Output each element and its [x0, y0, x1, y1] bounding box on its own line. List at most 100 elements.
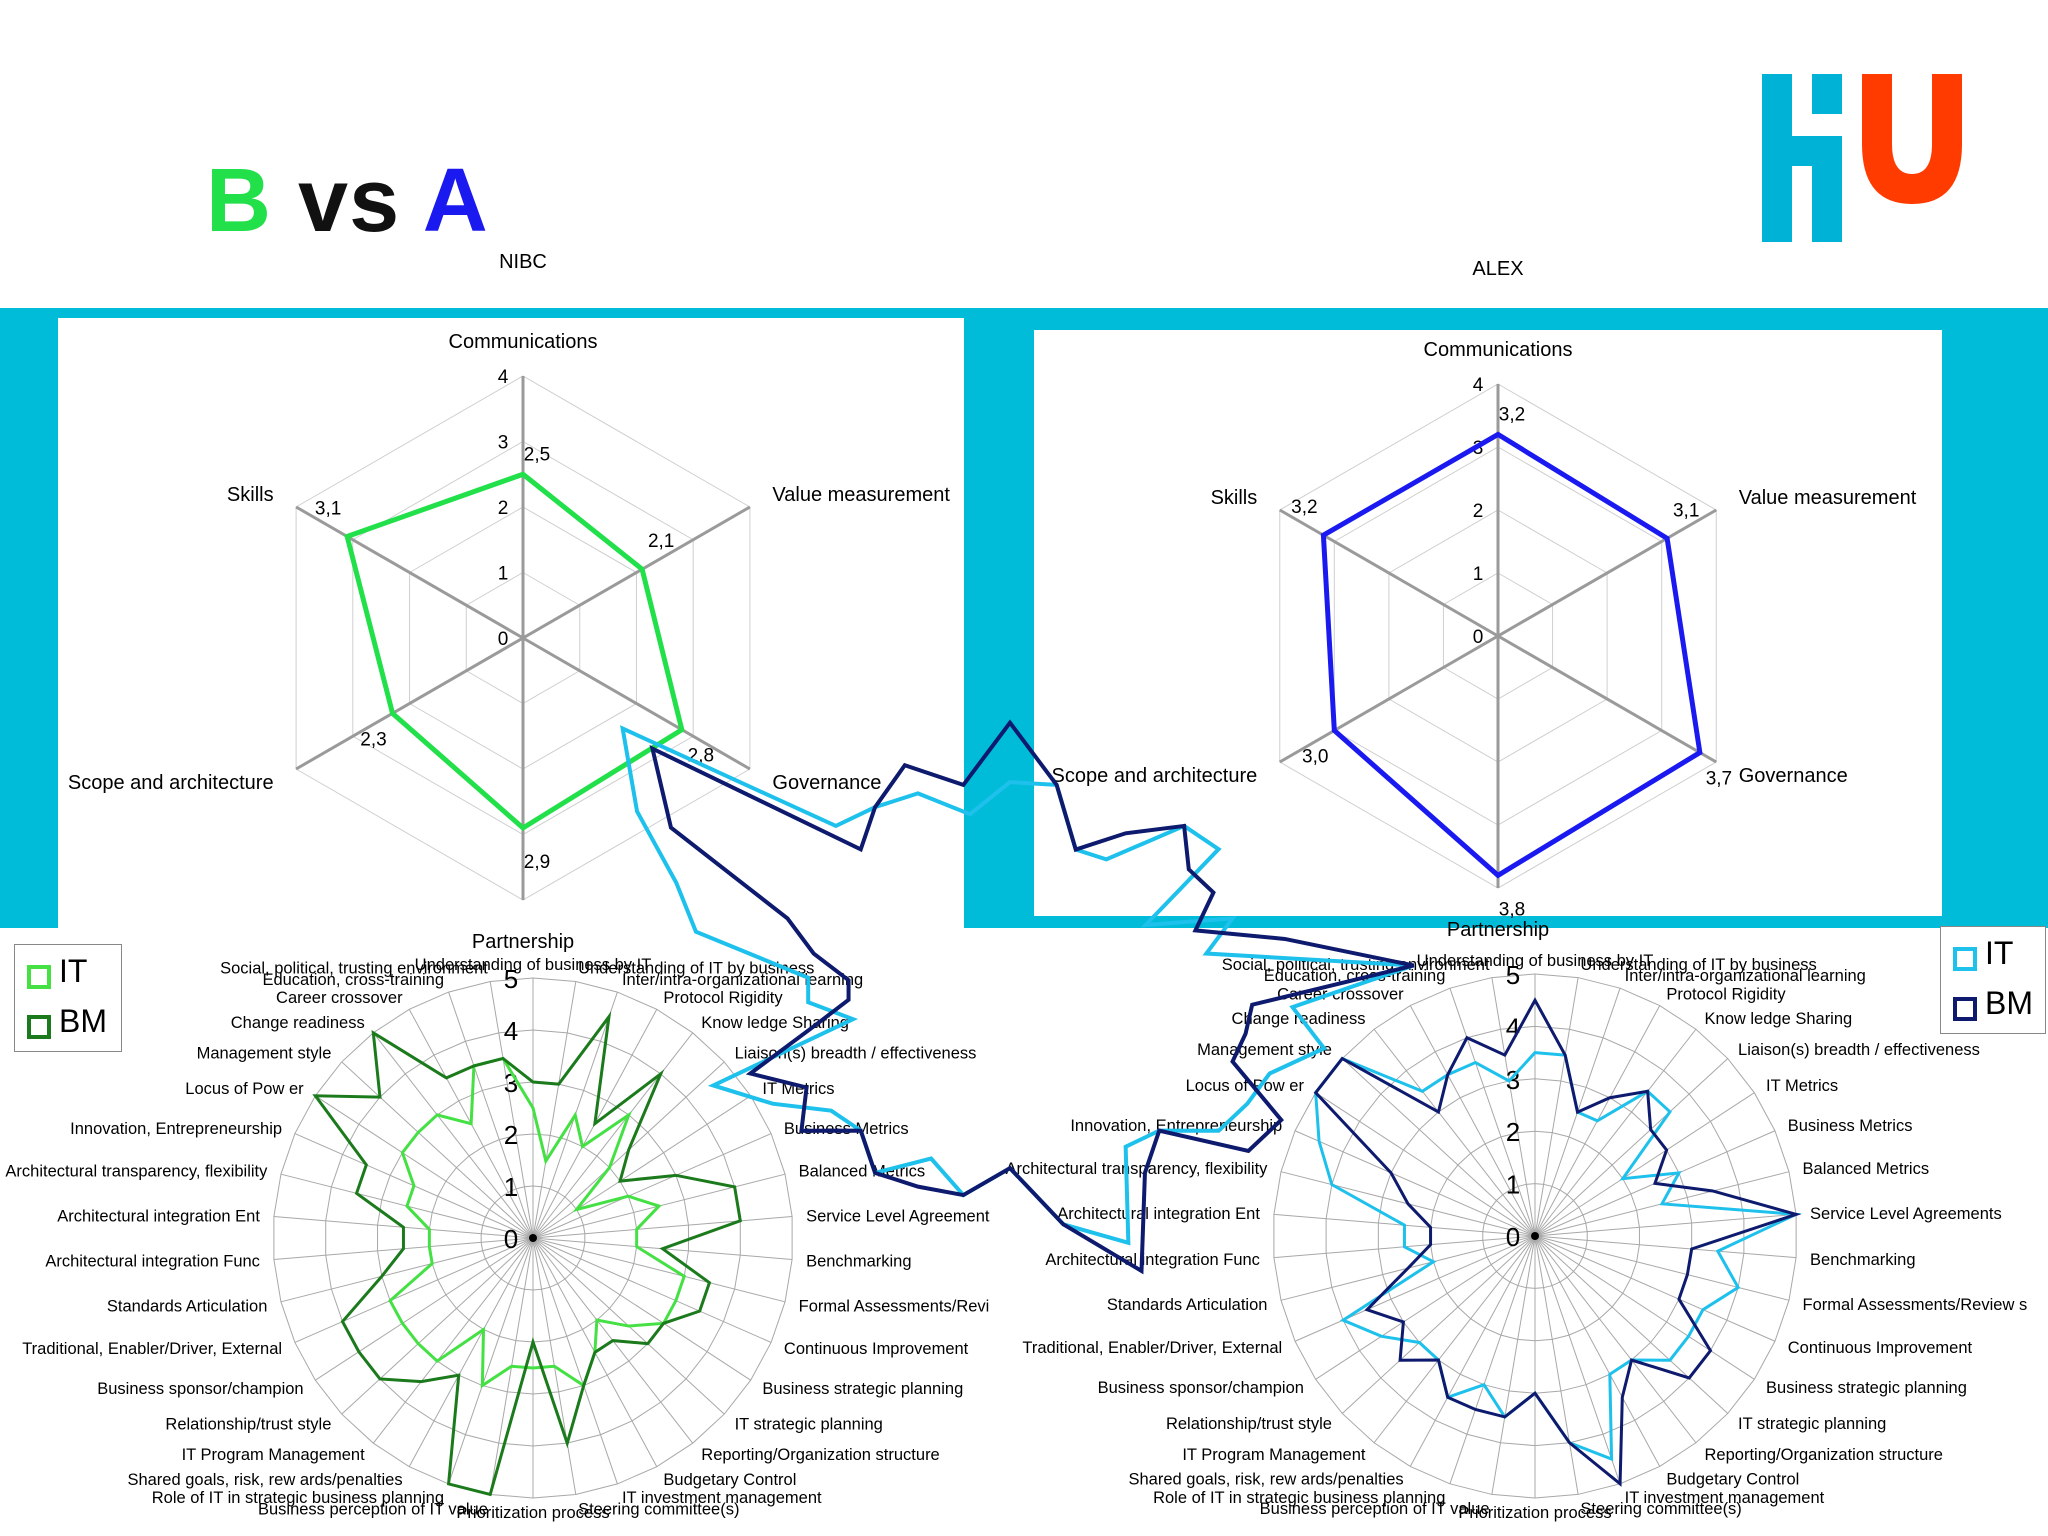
axis-label: Governance — [772, 772, 881, 794]
axis-label: Prioritization process — [456, 1504, 609, 1522]
right-legend: IT BM — [1940, 926, 2046, 1034]
axis-label: Business perception of IT value — [1260, 1500, 1490, 1518]
axis-label: Management style — [197, 1044, 332, 1062]
axis-label: Governance — [1739, 765, 1848, 787]
legend-label-it: IT — [59, 953, 88, 989]
axis-spoke — [315, 1095, 534, 1239]
axis-label: Architectural integration Ent — [57, 1207, 260, 1225]
axis-spoke — [1534, 1058, 1729, 1237]
chart-title: NIBC — [499, 251, 547, 273]
tick-label: 4 — [504, 1016, 518, 1046]
axis-label: Business sponsor/champion — [1098, 1379, 1304, 1397]
data-label: 2,9 — [524, 852, 550, 873]
axis-spoke — [1373, 1235, 1536, 1444]
axis-label: Balanced Metrics — [1803, 1160, 1930, 1178]
tick-label: 1 — [1506, 1170, 1520, 1200]
axis-spoke — [532, 1237, 618, 1485]
axis-label: Management style — [1197, 1041, 1332, 1059]
axis-label: Innovation, Entrepreneurship — [70, 1120, 282, 1138]
axis-spoke — [1341, 1058, 1536, 1237]
tick-label: 0 — [498, 629, 509, 650]
legend-swatch-bm — [27, 1015, 51, 1039]
axis-label: Education, cross-training — [262, 971, 444, 989]
data-label: 3,1 — [1673, 500, 1699, 521]
axis-spoke — [1534, 1235, 1579, 1495]
axis-label: IT strategic planning — [735, 1416, 883, 1434]
axis-label: Business Metrics — [1788, 1117, 1913, 1135]
axis-label: Reporting/Organization structure — [701, 1446, 939, 1464]
axis-spoke — [1497, 508, 1717, 638]
axis-spoke — [1534, 1235, 1729, 1414]
axis-spoke — [1534, 1235, 1755, 1380]
tick-label: 4 — [498, 367, 509, 388]
axis-label: Liaison(s) breadth / effectiveness — [735, 1044, 977, 1062]
axis-spoke — [294, 1237, 534, 1343]
legend-label-bm: BM — [1985, 985, 2033, 1021]
axis-label: Formal Assessments/Review s — [1803, 1296, 2028, 1314]
axis-label: Reporting/Organization structure — [1705, 1446, 1943, 1464]
axis-spoke — [1534, 1235, 1697, 1444]
axis-label: Liaison(s) breadth / effectiveness — [1738, 1041, 1980, 1059]
axis-label: Partnership — [1447, 919, 1549, 941]
tick-label: 1 — [1473, 564, 1484, 585]
data-label: 3,2 — [1291, 497, 1317, 518]
axis-label: Service Level Agreement — [806, 1207, 990, 1225]
axis-label: IT investment management — [1625, 1489, 1825, 1507]
axis-spoke — [1294, 1130, 1536, 1237]
tick-label: 1 — [504, 1172, 518, 1202]
series-bm-line — [1313, 997, 1802, 1487]
axis-spoke — [532, 1133, 772, 1239]
axis-label: Communications — [449, 331, 598, 353]
hu-logo-icon — [1762, 74, 1962, 242]
axis-label: Locus of Pow er — [1186, 1077, 1305, 1095]
axis-spoke — [1534, 1235, 1776, 1342]
tick-label: 5 — [504, 964, 518, 994]
axis-label: Change readiness — [1232, 1010, 1366, 1028]
axis-label: Communications — [1424, 339, 1573, 361]
legend-swatch-bm — [1953, 997, 1977, 1021]
axis-label: Locus of Pow er — [185, 1080, 304, 1098]
axis-label: Inter/intra-organizational learning — [1625, 967, 1866, 985]
tick-label: 0 — [504, 1224, 518, 1254]
axis-spoke — [295, 505, 524, 640]
data-label: 3,8 — [1499, 899, 1525, 920]
axis-label: Understanding of business by IT — [1417, 952, 1654, 970]
axis-spoke — [1534, 977, 1579, 1237]
center-dot — [1531, 1232, 1539, 1240]
axis-label: Skills — [1211, 487, 1258, 509]
axis-label: Relationship/trust style — [165, 1416, 331, 1434]
tick-label: 2 — [498, 498, 509, 519]
axis-label: Understanding of business by IT — [415, 956, 652, 974]
axis-label: Understanding of IT by business — [578, 960, 814, 978]
data-label: 3,7 — [1706, 769, 1732, 790]
center-dot — [529, 1234, 537, 1242]
axis-label: Shared goals, risk, rew ards/penalties — [127, 1471, 402, 1489]
axis-spoke — [532, 1095, 751, 1239]
axis-label: Architectural integration Func — [1045, 1251, 1260, 1269]
tick-label: 4 — [1473, 375, 1484, 396]
data-polygon — [344, 471, 685, 832]
axis-label: Inter/intra-organizational learning — [622, 971, 863, 989]
axis-spoke — [532, 1237, 751, 1381]
series-it-line — [388, 1056, 687, 1389]
axis-spoke — [522, 505, 751, 640]
axis-spoke — [532, 1237, 786, 1303]
legend-swatch-it — [1953, 947, 1977, 971]
tick-label: 0 — [1506, 1222, 1520, 1252]
axis-label: Protocol Rigidity — [1666, 985, 1786, 1003]
axis-spoke — [372, 1237, 534, 1444]
slide-title: B vs A — [206, 150, 489, 253]
alex-radar-chart: ALEX012343,23,13,73,83,03,2Communication… — [1052, 258, 1917, 941]
cyan-band-gap — [964, 308, 1034, 928]
axis-spoke — [1373, 1028, 1536, 1237]
axis-spoke — [1534, 1235, 1621, 1484]
axis-label: Role of IT in strategic business plannin… — [1153, 1489, 1445, 1507]
axis-label: Budgetary Control — [1666, 1471, 1799, 1489]
data-label: 3,1 — [315, 498, 341, 519]
axis-spoke — [1279, 508, 1499, 638]
legend-swatch-it — [27, 965, 51, 989]
axis-label: IT strategic planning — [1738, 1415, 1886, 1433]
axis-spoke — [1315, 1092, 1536, 1237]
